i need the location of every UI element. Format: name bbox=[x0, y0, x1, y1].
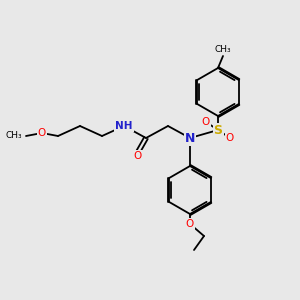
Text: S: S bbox=[214, 124, 223, 136]
Text: CH₃: CH₃ bbox=[215, 46, 231, 55]
Text: CH₃: CH₃ bbox=[5, 131, 22, 140]
Text: NH: NH bbox=[115, 121, 133, 131]
Text: O: O bbox=[186, 219, 194, 229]
Text: O: O bbox=[226, 133, 234, 143]
Text: N: N bbox=[185, 131, 195, 145]
Text: O: O bbox=[134, 151, 142, 161]
Text: O: O bbox=[202, 117, 210, 127]
Text: O: O bbox=[38, 128, 46, 138]
